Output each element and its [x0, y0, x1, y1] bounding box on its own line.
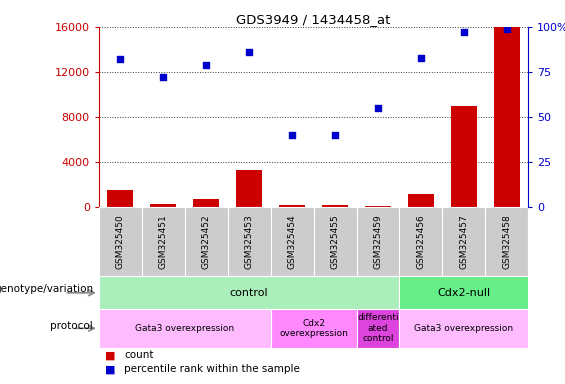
Text: GSM325457: GSM325457 [459, 215, 468, 269]
Bar [150, 204, 176, 207]
Bar [193, 199, 219, 207]
Title: GDS3949 / 1434458_at: GDS3949 / 1434458_at [236, 13, 391, 26]
Text: Cdx2-null: Cdx2-null [437, 288, 490, 298]
Bar [357, 309, 399, 348]
Text: Cdx2
overexpression: Cdx2 overexpression [279, 319, 348, 338]
Bar [322, 205, 348, 207]
Text: Gata3 overexpression: Gata3 overexpression [414, 324, 514, 333]
Bar [99, 276, 399, 309]
Point [502, 26, 511, 32]
Text: control: control [230, 288, 268, 298]
Point [116, 56, 125, 63]
Bar [236, 170, 262, 207]
Text: GSM325454: GSM325454 [288, 215, 297, 269]
Bar [451, 106, 477, 207]
Bar [99, 309, 271, 348]
Text: GSM325451: GSM325451 [159, 215, 168, 269]
Bar [279, 205, 305, 207]
Text: GSM325455: GSM325455 [331, 215, 340, 269]
Text: genotype/variation: genotype/variation [0, 284, 93, 294]
Text: Gata3 overexpression: Gata3 overexpression [135, 324, 234, 333]
Text: ■: ■ [105, 364, 115, 374]
Bar [494, 27, 520, 207]
Point [288, 132, 297, 138]
Text: differenti
ated
control: differenti ated control [357, 313, 399, 343]
Point [373, 105, 383, 111]
Point [459, 29, 468, 35]
Text: protocol: protocol [50, 321, 93, 331]
Text: GSM325452: GSM325452 [202, 215, 211, 269]
Text: count: count [124, 350, 154, 360]
Text: GSM325459: GSM325459 [373, 215, 383, 269]
Bar [107, 190, 133, 207]
Text: GSM325456: GSM325456 [416, 215, 425, 269]
Text: GSM325450: GSM325450 [116, 215, 125, 269]
Bar [399, 276, 528, 309]
Point [331, 132, 340, 138]
Point [159, 74, 168, 81]
Point [416, 55, 425, 61]
Bar [399, 309, 528, 348]
Bar [271, 309, 357, 348]
Bar [408, 194, 434, 207]
Text: GSM325458: GSM325458 [502, 215, 511, 269]
Text: GSM325453: GSM325453 [245, 215, 254, 269]
Text: percentile rank within the sample: percentile rank within the sample [124, 364, 300, 374]
Point [202, 62, 211, 68]
Text: ■: ■ [105, 350, 115, 360]
Bar [365, 206, 391, 207]
Point [245, 49, 254, 55]
